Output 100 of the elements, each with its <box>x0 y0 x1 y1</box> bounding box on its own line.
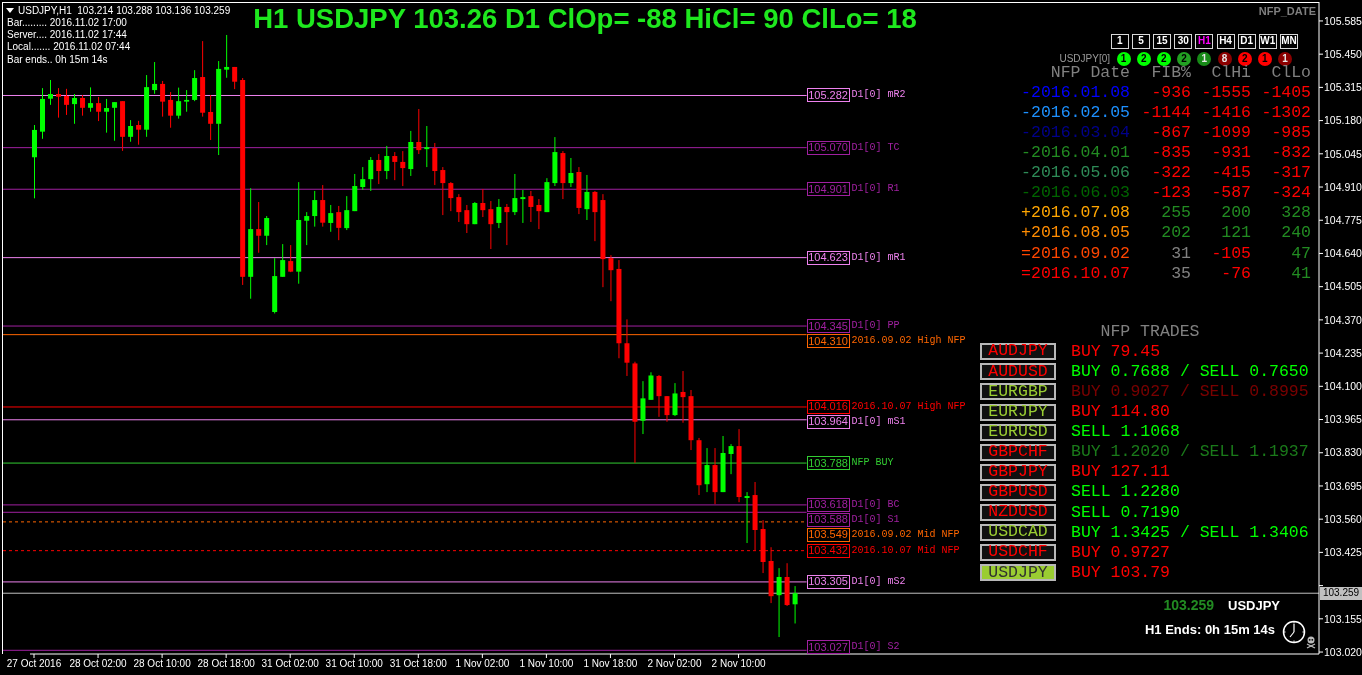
annotation: 103.259 <box>1163 597 1214 613</box>
y-tick-label: 105.585 <box>1324 14 1362 27</box>
annotation: BUY 0.7688 / SELL 0.7650 <box>1071 361 1309 381</box>
annotation: +2016.07.08 <box>1021 203 1130 223</box>
annotation: 121 <box>1221 223 1251 243</box>
x-tick-label: 28 Oct 18:00 <box>197 658 256 669</box>
y-tick-label: 104.370 <box>1324 313 1362 326</box>
annotation: -123 <box>1151 183 1191 203</box>
y-tick-label: 104.640 <box>1324 247 1362 260</box>
annotation: 255 <box>1161 203 1191 223</box>
annotation: -2016.04.01 <box>1021 142 1130 162</box>
annotation: NFP_DATE <box>1258 4 1316 17</box>
x-tick-label: 1 Nov 10:00 <box>519 658 574 669</box>
annotation: SELL 1.2280 <box>1071 482 1180 502</box>
annotation: Local....... 2016.11.02 07:44 <box>7 41 131 52</box>
annotation: -1144 <box>1141 102 1191 122</box>
annotation: Server.... 2016.11.02 17:44 <box>7 29 127 40</box>
annotation: -835 <box>1151 142 1191 162</box>
annotation: 103.432 <box>808 544 848 557</box>
annotation: 328 <box>1281 203 1311 223</box>
annotation: -317 <box>1271 163 1311 183</box>
ref-line-label: D1[0] mR1 <box>851 251 906 263</box>
annotation: 2 <box>1140 53 1147 64</box>
y-tick-label: 105.045 <box>1324 147 1362 160</box>
annotation: 47 <box>1291 243 1311 263</box>
annotation: -1099 <box>1201 122 1251 142</box>
ref-line-label: 2016.10.07 High NFP <box>851 400 966 412</box>
annotation: USDJPY <box>1228 597 1281 613</box>
y-tick-label: 104.235 <box>1324 346 1362 359</box>
text: 1 <box>1282 53 1288 64</box>
chart-title: H1 USDJPY 103.26 D1 ClOp= -88 HiCl= 90 ClLo= 18 <box>253 3 917 35</box>
annotation: USDCHF <box>988 542 1048 562</box>
ref-line-label: D1[0] mR2 <box>851 89 906 101</box>
annotation: Bar ends.. 0h 15m 14s <box>7 54 108 65</box>
annotation: =2016.10.07 <box>1021 263 1130 283</box>
ref-line-label: 2016.09.02 High NFP <box>851 335 966 347</box>
annotation: 104.310 <box>808 334 848 347</box>
annotation: 1 <box>1120 53 1127 64</box>
annotation: BUY 127.11 <box>1071 462 1171 482</box>
annotation: -985 <box>1271 122 1311 142</box>
y-tick-label: 103.965 <box>1324 413 1362 426</box>
annotation: 104.623 <box>808 251 848 264</box>
annotation: GBPCHF <box>988 441 1048 461</box>
text: 5 15 30 H1 H4 D1 W1 MN <box>1138 35 1297 46</box>
ref-line-label: D1[0] S2 <box>851 641 900 652</box>
x-tick-label: 27 Oct 2016 <box>6 658 62 669</box>
annotation: 8 <box>1221 53 1228 64</box>
annotation: -2016.06.03 <box>1021 183 1130 203</box>
ref-line-label: D1[0] R1 <box>851 183 900 195</box>
annotation: ClLo <box>1271 62 1311 82</box>
annotation: -931 <box>1211 142 1251 162</box>
annotation: 1 <box>1117 35 1123 46</box>
annotation: USDJPY,H1 103.214 103.288 103.136 103.259 <box>18 5 231 16</box>
annotation: 104.345 <box>808 319 848 332</box>
ref-line-label: D1[0] mS1 <box>851 415 906 427</box>
annotation: USDCAD <box>988 522 1048 542</box>
annotation: BUY 1.2020 / SELL 1.1937 <box>1071 441 1309 461</box>
annotation: 103.788 <box>808 456 848 469</box>
annotation: 1 <box>1262 53 1268 64</box>
annotation: 2 <box>1241 53 1248 64</box>
text: 103.259 <box>1322 587 1360 599</box>
ref-line-label: D1[0] PP <box>851 320 900 332</box>
annotation: H1 Ends: 0h 15m 14s <box>1144 621 1275 637</box>
annotation: 103.027 <box>808 640 848 653</box>
y-tick-label: 104.775 <box>1324 213 1362 226</box>
annotation: USDJPY[0] <box>1059 53 1110 64</box>
annotation: USDJPY <box>988 562 1048 582</box>
legend-label: 2016.09.02 Mid NFP <box>851 528 960 540</box>
annotation: GBPUSD <box>988 482 1048 502</box>
annotation: EURUSD <box>988 421 1048 441</box>
annotation: ClHi <box>1211 62 1251 82</box>
annotation: BUY 0.9027 / SELL 0.8995 <box>1071 381 1309 401</box>
annotation: =2016.09.02 <box>1021 243 1130 263</box>
annotation: BUY 79.45 <box>1071 341 1161 361</box>
annotation: -936 <box>1151 82 1191 102</box>
x-tick-label: 2 Nov 02:00 <box>647 658 702 669</box>
ref-line-label: D1[0] BC <box>851 498 900 510</box>
annotation: -1555 <box>1201 82 1251 102</box>
y-tick-label: 103.830 <box>1324 446 1362 459</box>
annotation: 202 <box>1161 223 1191 243</box>
annotation: SELL 0.7190 <box>1071 502 1180 522</box>
x-tick-label: 28 Oct 10:00 <box>133 658 192 669</box>
annotation: 103.618 <box>808 498 848 511</box>
x-tick-label: 31 Oct 02:00 <box>261 658 320 669</box>
y-tick-label: 103.155 <box>1324 612 1362 625</box>
annotation: 104.016 <box>808 400 848 413</box>
annotation: NFP TRADES <box>1100 321 1200 341</box>
annotation: BUY 0.9727 <box>1071 542 1171 562</box>
x-tick-label: 1 Nov 02:00 <box>455 658 510 669</box>
annotation: 103.588 <box>808 513 848 526</box>
annotation: 103.305 <box>808 575 848 588</box>
ref-line-label: D1[0] TC <box>851 141 900 153</box>
annotation: -2016.03.04 <box>1021 122 1130 142</box>
annotation: 200 <box>1221 203 1251 223</box>
x-tick-label: 31 Oct 10:00 <box>325 658 384 669</box>
annotation: AUDUSD <box>988 361 1048 381</box>
annotation: -867 <box>1151 122 1191 142</box>
x-tick-label: 1 Nov 18:00 <box>583 658 638 669</box>
annotation: -1405 <box>1261 82 1311 102</box>
annotation: -1302 <box>1261 102 1311 122</box>
